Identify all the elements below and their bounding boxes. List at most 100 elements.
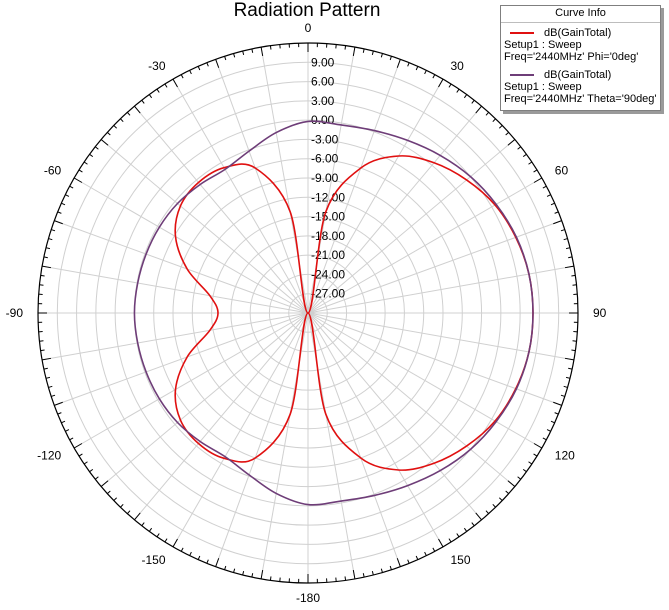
grid-spoke bbox=[307, 105, 482, 314]
angle-tick-mark bbox=[554, 412, 559, 415]
angle-tick-mark bbox=[471, 522, 475, 527]
legend-series-params: Freq='2440MHz' Theta='90deg' bbox=[504, 93, 657, 105]
angle-tick-mark bbox=[485, 112, 490, 116]
angle-tick-mark bbox=[396, 558, 401, 567]
angle-tick-mark bbox=[517, 146, 522, 150]
radial-tick-label: -6.00 bbox=[311, 152, 339, 166]
angle-tick-label: -30 bbox=[148, 59, 166, 73]
radial-tick-label: 3.00 bbox=[311, 94, 335, 108]
legend-curve-info[interactable]: Curve Info dB(GainTotal) Setup1 : Sweep … bbox=[500, 5, 661, 111]
angle-tick-mark bbox=[415, 555, 419, 560]
legend-item-phi0[interactable]: dB(GainTotal) Setup1 : Sweep Freq='2440M… bbox=[501, 23, 660, 65]
angle-tick-mark bbox=[362, 573, 365, 578]
angle-tick-label: 0 bbox=[305, 21, 312, 35]
angle-tick-mark bbox=[51, 229, 56, 232]
angle-tick-mark bbox=[389, 565, 392, 570]
angle-tick-mark bbox=[164, 83, 168, 88]
angle-tick-mark bbox=[57, 211, 62, 214]
angle-tick-mark bbox=[120, 118, 124, 123]
angle-tick-label: 150 bbox=[451, 553, 471, 567]
angle-tick-mark bbox=[565, 247, 571, 250]
angle-tick-mark bbox=[180, 74, 184, 79]
legend-item-theta90[interactable]: dB(GainTotal) Setup1 : Sweep Freq='2440M… bbox=[501, 65, 660, 107]
angle-tick-mark bbox=[89, 153, 94, 158]
grid-spoke bbox=[42, 265, 309, 314]
angle-tick-mark bbox=[65, 429, 70, 432]
angle-tick-mark bbox=[197, 66, 201, 71]
angle-tick-mark bbox=[533, 177, 543, 183]
radial-tick-label: -18.00 bbox=[311, 229, 345, 243]
angle-tick-mark bbox=[498, 125, 503, 129]
angle-tick-mark bbox=[528, 461, 533, 465]
angle-tick-mark bbox=[344, 576, 347, 581]
angle-tick-mark bbox=[424, 551, 427, 556]
grid-spoke bbox=[73, 312, 309, 449]
angle-tick-mark bbox=[571, 349, 576, 352]
grid-spoke bbox=[307, 312, 562, 406]
radial-tick-label: -15.00 bbox=[311, 210, 345, 224]
angle-tick-mark bbox=[206, 62, 209, 67]
angle-tick-mark bbox=[148, 527, 153, 532]
angle-tick-mark bbox=[242, 50, 245, 56]
angle-tick-mark bbox=[48, 385, 53, 388]
angle-tick-mark bbox=[344, 45, 347, 50]
angle-tick-mark bbox=[40, 274, 45, 277]
angle-tick-label: -120 bbox=[37, 449, 61, 463]
angle-tick-mark bbox=[522, 153, 527, 158]
angle-tick-mark bbox=[463, 527, 468, 532]
angle-tick-mark bbox=[242, 570, 245, 576]
angle-tick-mark bbox=[148, 94, 153, 99]
angle-tick-mark bbox=[571, 274, 576, 277]
radial-tick-label: 9.00 bbox=[311, 55, 335, 69]
angle-tick-mark bbox=[517, 476, 522, 480]
angle-tick-mark bbox=[507, 139, 516, 146]
angle-tick-mark bbox=[546, 194, 551, 197]
angle-tick-mark bbox=[61, 420, 66, 424]
angle-tick-label: 120 bbox=[555, 449, 575, 463]
angle-tick-mark bbox=[564, 357, 574, 361]
angle-tick-mark bbox=[456, 88, 460, 93]
radial-tick-label: 0.00 bbox=[311, 113, 335, 127]
grid-spoke bbox=[307, 139, 516, 314]
angle-tick-mark bbox=[113, 497, 118, 501]
angle-tick-mark bbox=[533, 169, 538, 173]
angle-tick-mark bbox=[432, 547, 436, 552]
angle-tick-mark bbox=[141, 522, 145, 527]
angle-tick-mark bbox=[492, 118, 496, 123]
angle-tick-mark bbox=[94, 476, 99, 480]
grid-spoke bbox=[307, 312, 401, 567]
angle-tick-mark bbox=[415, 66, 419, 71]
angle-tick-mark bbox=[45, 247, 51, 250]
angle-tick-mark bbox=[120, 503, 124, 508]
angle-tick-label: -60 bbox=[44, 164, 62, 178]
angle-tick-mark bbox=[107, 131, 111, 136]
angle-tick-mark bbox=[380, 53, 383, 58]
grid-spoke bbox=[172, 78, 309, 314]
grid-spoke bbox=[54, 220, 309, 314]
angle-tick-mark bbox=[505, 490, 509, 495]
angle-tick-mark bbox=[73, 443, 83, 449]
angle-tick-mark bbox=[189, 551, 192, 556]
angle-tick-mark bbox=[69, 185, 74, 189]
angle-tick-mark bbox=[83, 161, 88, 165]
angle-tick-mark bbox=[83, 461, 88, 465]
grid-spoke bbox=[73, 177, 309, 314]
angle-tick-mark bbox=[54, 401, 63, 406]
angle-tick-mark bbox=[407, 559, 410, 564]
angle-tick-mark bbox=[251, 573, 254, 578]
angle-tick-mark bbox=[522, 468, 527, 473]
angle-tick-mark bbox=[485, 510, 490, 514]
angle-tick-mark bbox=[448, 83, 452, 88]
grid-spoke bbox=[134, 105, 309, 314]
angle-tick-mark bbox=[471, 99, 475, 104]
angle-tick-mark bbox=[61, 202, 66, 206]
angle-tick-mark bbox=[54, 220, 63, 225]
angle-tick-mark bbox=[498, 497, 503, 501]
legend-line-swatch-purple bbox=[510, 73, 534, 76]
angle-tick-mark bbox=[563, 238, 568, 241]
angle-tick-mark bbox=[206, 559, 209, 564]
series-line-phi-0deg bbox=[174, 155, 534, 471]
grid-spoke bbox=[307, 312, 516, 487]
angle-tick-mark bbox=[407, 62, 410, 67]
angle-tick-mark bbox=[43, 256, 48, 259]
